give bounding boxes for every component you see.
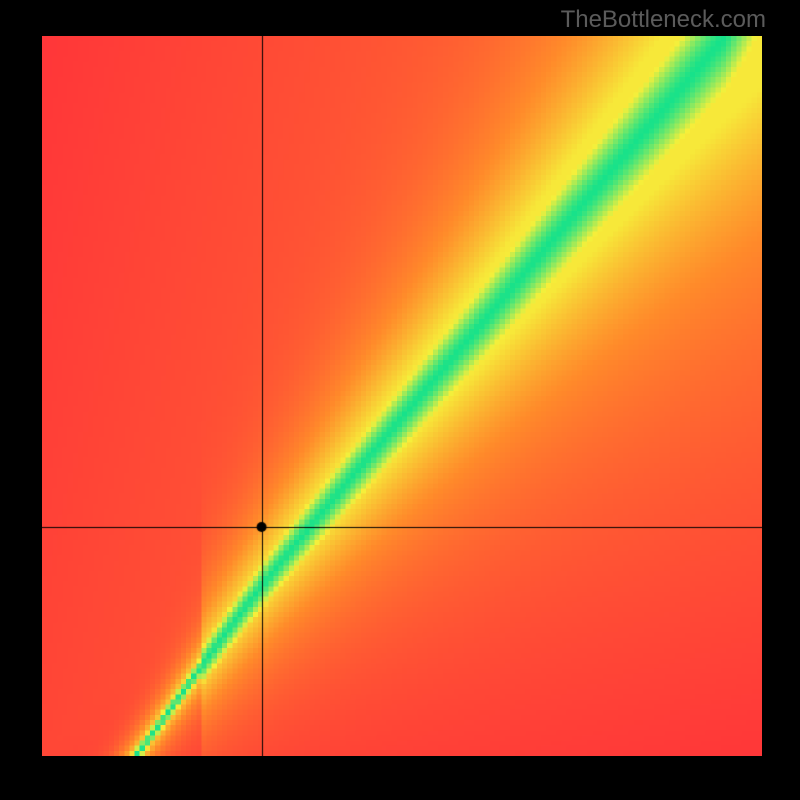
chart-container: TheBottleneck.com	[0, 0, 800, 800]
watermark-text: TheBottleneck.com	[561, 6, 766, 34]
overlay-canvas	[42, 36, 762, 756]
